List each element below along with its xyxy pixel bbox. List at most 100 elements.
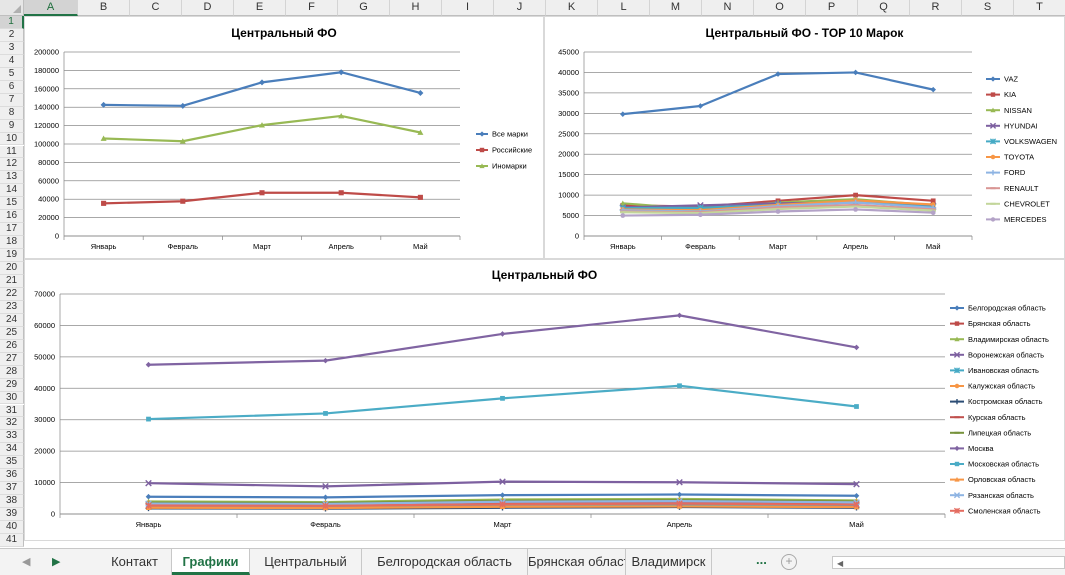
select-all-corner[interactable] xyxy=(0,0,24,16)
row-header-7[interactable]: 7 xyxy=(0,93,24,107)
row-header-27[interactable]: 27 xyxy=(0,352,24,366)
row-header-31[interactable]: 31 xyxy=(0,404,24,418)
series-marker xyxy=(145,479,152,487)
series-2[interactable] xyxy=(101,190,423,206)
row-header-20[interactable]: 20 xyxy=(0,262,24,275)
row-header-9[interactable]: 9 xyxy=(0,119,24,133)
row-header-35[interactable]: 35 xyxy=(0,456,24,470)
column-header-o[interactable]: O xyxy=(754,0,806,16)
column-header-j[interactable]: J xyxy=(494,0,546,16)
y-tick-label: 50000 xyxy=(34,352,55,361)
sheet-tab[interactable]: Контакт xyxy=(98,549,172,575)
series-14[interactable] xyxy=(145,500,860,510)
row-header-32[interactable]: 32 xyxy=(0,417,24,431)
series-10[interactable] xyxy=(145,312,860,368)
row-header-37[interactable]: 37 xyxy=(0,482,24,496)
column-header-e[interactable]: E xyxy=(234,0,286,16)
row-header-6[interactable]: 6 xyxy=(0,80,24,94)
row-header-8[interactable]: 8 xyxy=(0,106,24,120)
row-header-4[interactable]: 4 xyxy=(0,54,24,68)
column-header-l[interactable]: L xyxy=(598,0,650,16)
row-header-39[interactable]: 39 xyxy=(0,508,24,522)
column-header-h[interactable]: H xyxy=(390,0,442,16)
column-header-p[interactable]: P xyxy=(806,0,858,16)
y-tick-label: 0 xyxy=(575,232,579,241)
sheet-tab[interactable]: Владимирск xyxy=(626,549,712,575)
series-marker xyxy=(930,86,936,93)
row-header-13[interactable]: 13 xyxy=(0,171,24,185)
series-11[interactable] xyxy=(146,383,859,422)
row-header-23[interactable]: 23 xyxy=(0,300,24,314)
series-marker xyxy=(499,500,506,508)
more-sheets-indicator[interactable]: ... xyxy=(756,552,767,567)
series-1[interactable] xyxy=(100,69,424,109)
series-4[interactable] xyxy=(145,478,860,490)
column-header-k[interactable]: K xyxy=(546,0,598,16)
row-header-22[interactable]: 22 xyxy=(0,287,24,301)
row-header-19[interactable]: 19 xyxy=(0,249,24,263)
series-marker xyxy=(499,478,506,485)
row-header-33[interactable]: 33 xyxy=(0,430,24,444)
row-header-11[interactable]: 11 xyxy=(0,145,24,159)
row-header-40[interactable]: 40 xyxy=(0,521,24,534)
row-header-24[interactable]: 24 xyxy=(0,313,24,327)
row-header-15[interactable]: 15 xyxy=(0,197,24,211)
series-10[interactable] xyxy=(620,207,936,218)
series-1[interactable] xyxy=(620,69,936,117)
column-header-t[interactable]: T xyxy=(1014,0,1065,16)
horizontal-scrollbar[interactable]: ◀ xyxy=(832,556,1065,569)
row-header-14[interactable]: 14 xyxy=(0,184,24,198)
row-header-30[interactable]: 30 xyxy=(0,391,24,405)
column-header-i[interactable]: I xyxy=(442,0,494,16)
column-header-q[interactable]: Q xyxy=(858,0,910,16)
row-header-12[interactable]: 12 xyxy=(0,158,24,172)
row-header-2[interactable]: 2 xyxy=(0,28,24,42)
scroll-left-icon[interactable]: ◀ xyxy=(837,559,844,568)
row-header-28[interactable]: 28 xyxy=(0,365,24,379)
row-header-41[interactable]: 41 xyxy=(0,534,24,547)
series-3[interactable] xyxy=(100,112,424,144)
series-marker xyxy=(775,71,781,77)
row-header-17[interactable]: 17 xyxy=(0,223,24,237)
row-header-38[interactable]: 38 xyxy=(0,495,24,509)
column-header-b[interactable]: B xyxy=(78,0,130,16)
column-header-n[interactable]: N xyxy=(702,0,754,16)
column-header-r[interactable]: R xyxy=(910,0,962,16)
series-marker xyxy=(930,202,936,207)
sheet-tab[interactable]: Графики xyxy=(172,549,250,575)
column-header-s[interactable]: S xyxy=(962,0,1014,16)
column-header-f[interactable]: F xyxy=(286,0,338,16)
column-header-a[interactable]: A xyxy=(24,0,78,16)
chart-2[interactable]: Центральный ФО - TOP 10 Марок 0 5000 10000 1… xyxy=(544,16,1065,259)
row-header-29[interactable]: 29 xyxy=(0,378,24,392)
row-header-1[interactable]: 1 xyxy=(0,16,24,29)
series-1[interactable] xyxy=(145,491,860,501)
row-header-18[interactable]: 18 xyxy=(0,236,24,250)
sheet-tab[interactable]: Центральный xyxy=(250,549,362,575)
sheet-tab[interactable]: Белгородская область xyxy=(362,549,528,575)
chart-3[interactable]: Центральный ФО 0 10000 20000 30000 40000 50000… xyxy=(24,259,1065,541)
row-header-25[interactable]: 25 xyxy=(0,326,24,340)
x-tick-label: Январь xyxy=(610,242,636,251)
series-marker xyxy=(479,131,485,137)
row-header-16[interactable]: 16 xyxy=(0,210,24,224)
legend-label: Московская область xyxy=(968,460,1039,469)
next-sheet-icon[interactable]: ▶ xyxy=(52,556,61,568)
column-header-c[interactable]: C xyxy=(130,0,182,16)
row-header-3[interactable]: 3 xyxy=(0,41,24,55)
sheet-tab[interactable]: Брянская область xyxy=(528,549,626,575)
chart-1[interactable]: Центральный ФО 0 20000 40000 60000 80000 10000… xyxy=(24,16,544,259)
column-header-g[interactable]: G xyxy=(338,0,390,16)
row-header-21[interactable]: 21 xyxy=(0,275,24,288)
previous-sheet-icon[interactable]: ◀ xyxy=(22,556,31,568)
row-header-10[interactable]: 10 xyxy=(0,132,24,146)
column-header-m[interactable]: M xyxy=(650,0,702,16)
column-header-d[interactable]: D xyxy=(182,0,234,16)
add-sheet-icon[interactable]: + xyxy=(781,554,797,570)
row-header-5[interactable]: 5 xyxy=(0,67,24,81)
row-header-34[interactable]: 34 xyxy=(0,443,24,457)
row-header-36[interactable]: 36 xyxy=(0,469,24,483)
row-header-26[interactable]: 26 xyxy=(0,339,24,353)
series-marker xyxy=(775,209,781,214)
